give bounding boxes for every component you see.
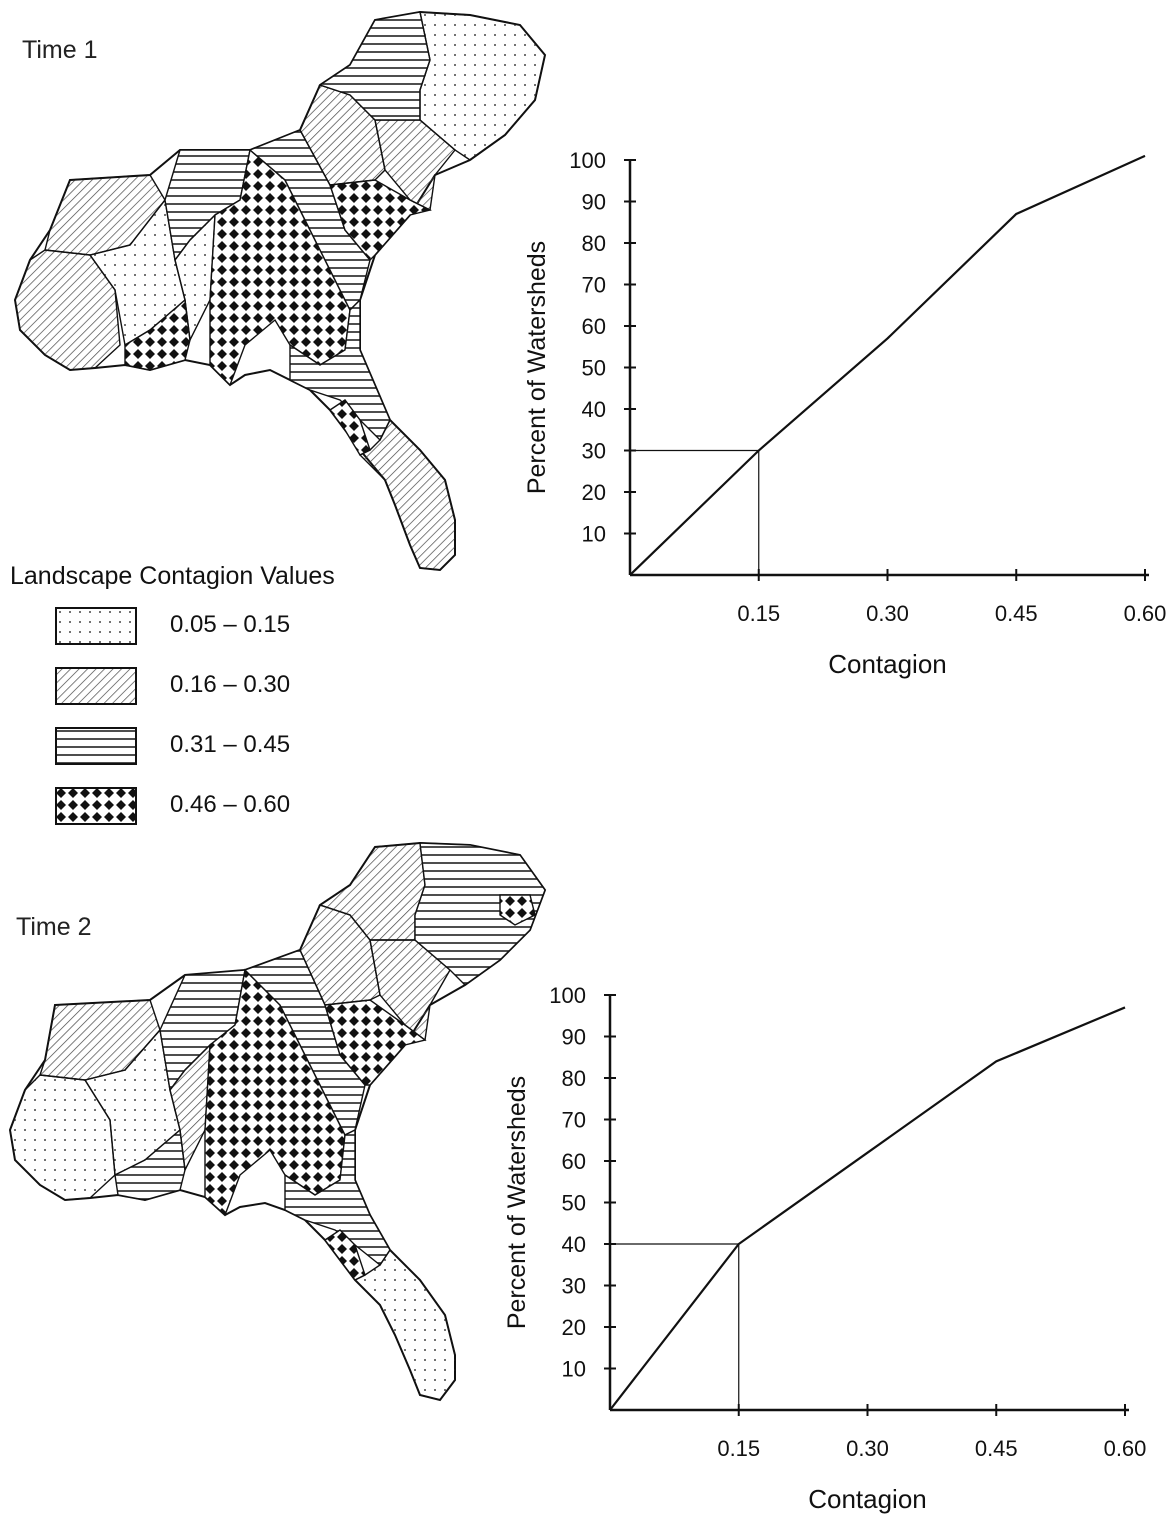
legend-title: Landscape Contagion Values [10,562,470,591]
x-axis-label: Contagion [828,649,947,679]
region-dots-peninsula [355,1250,455,1400]
y-axis-label: Percent of Watersheds [503,1076,531,1329]
legend-range: 0.46 – 0.60 [170,791,290,819]
y-tick-label: 30 [562,1274,586,1299]
y-tick-label: 70 [582,273,606,298]
x-tick-label: 0.15 [737,601,780,626]
y-tick-label: 20 [562,1315,586,1340]
legend-item: 0.31 – 0.45 [10,727,470,787]
y-tick-label: 90 [582,190,606,215]
legend-item: 0.16 – 0.30 [10,667,470,727]
watershed-map-time-2 [0,835,560,1415]
legend: Landscape Contagion Values 0.05 – 0.15 0… [10,562,470,847]
series-line [610,1007,1125,1410]
y-tick-label: 90 [562,1025,586,1050]
chart-time-1: 10 20 30 40 50 60 70 80 90 100 0.15 0.30 0.45 0.60 Co… [505,130,1165,690]
x-tick-label: 0.15 [717,1436,760,1461]
legend-item: 0.05 – 0.15 [10,607,470,667]
y-tick-label: 60 [562,1149,586,1174]
dots-swatch [55,607,137,645]
y-tick-label: 80 [582,231,606,256]
y-axis-label: Percent of Watersheds [523,241,551,494]
y-tick-label: 60 [582,314,606,339]
chart-time-2: 10 20 30 40 50 60 70 80 90 100 0.15 0.30 0.45 0.60 Co… [485,965,1145,1525]
y-tick-label: 70 [562,1108,586,1133]
legend-range: 0.05 – 0.15 [170,611,290,639]
y-tick-label: 10 [562,1357,586,1382]
y-tick-label: 40 [582,397,606,422]
y-tick-label: 100 [549,983,586,1008]
x-tick-label: 0.30 [846,1436,889,1461]
y-tick-label: 40 [562,1232,586,1257]
x-axis-label: Contagion [808,1484,927,1514]
y-tick-label: 50 [582,356,606,381]
x-tick-label: 0.60 [1104,1436,1147,1461]
x-tick-label: 0.30 [866,601,909,626]
x-tick-label: 0.45 [975,1436,1018,1461]
y-tick-label: 100 [569,148,606,173]
y-tick-label: 10 [582,522,606,547]
x-tick-label: 0.45 [995,601,1038,626]
watershed-map-time-1 [0,0,560,580]
legend-range: 0.31 – 0.45 [170,731,290,759]
diagonal-swatch [55,667,137,705]
y-tick-label: 20 [582,480,606,505]
x-tick-label: 0.60 [1124,601,1167,626]
y-tick-label: 30 [582,439,606,464]
legend-range: 0.16 – 0.30 [170,671,290,699]
y-tick-label: 50 [562,1191,586,1216]
diamonds-swatch [55,787,137,825]
y-tick-label: 80 [562,1066,586,1091]
horizontal-swatch [55,727,137,765]
series-line [630,156,1145,575]
